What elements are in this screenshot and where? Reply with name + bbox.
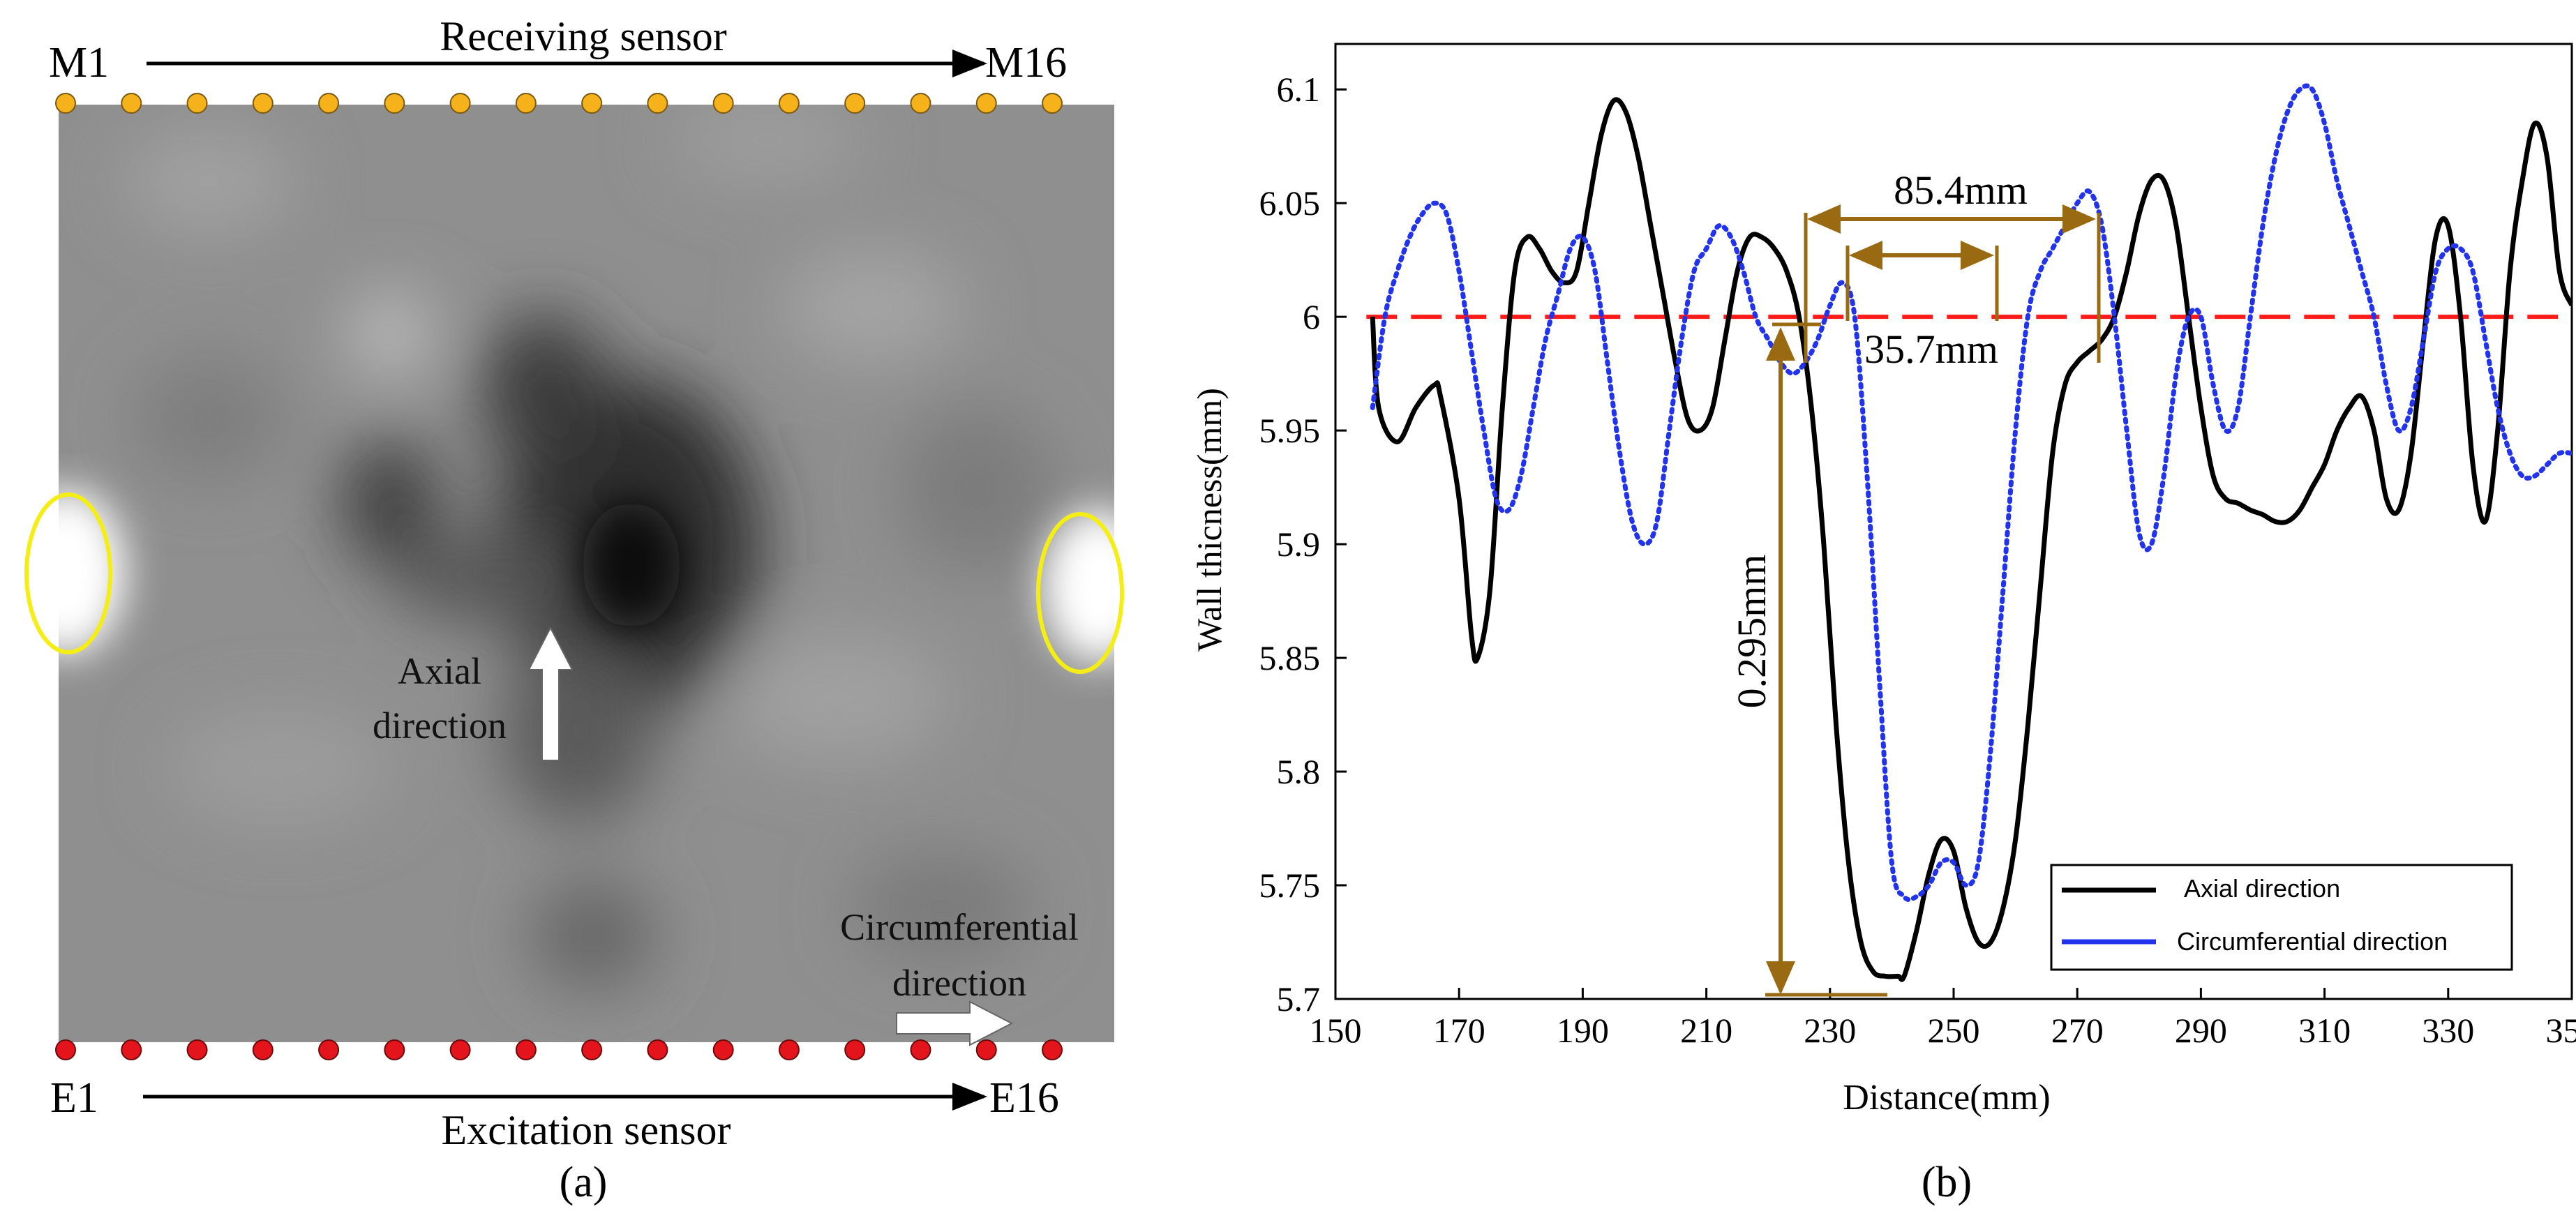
receiving-sensor-dot: [252, 93, 274, 114]
series-circumferential-direction-line: [1370, 83, 2572, 903]
receiving-sensor-dot: [318, 93, 340, 114]
excitation-sensor-dot: [55, 1039, 76, 1060]
receiving-sensor-dot: [712, 93, 734, 114]
circumferential-direction-arrow: [896, 1000, 1014, 1046]
y-tick-label: 5.75: [1259, 866, 1321, 905]
y-tick-label: 5.7: [1277, 979, 1321, 1018]
x-tick-label: 150: [1310, 1011, 1362, 1050]
excitation-sensor-dot: [384, 1039, 405, 1060]
receiving-sensor-dot: [1042, 93, 1063, 114]
annotation-width-outer-label: 85.4mm: [1894, 167, 2028, 213]
excitation-sensor-dot: [1042, 1039, 1063, 1060]
receiving-sensor-array: [55, 93, 1063, 114]
x-tick-label: 250: [1928, 1011, 1980, 1050]
y-tick-label: 6.1: [1277, 70, 1321, 109]
y-tick-label: 5.85: [1259, 638, 1321, 677]
x-tick-label: 270: [2051, 1011, 2104, 1050]
x-tick-label: 190: [1557, 1011, 1609, 1050]
x-tick-label: 170: [1433, 1011, 1485, 1050]
y-axis-label: Wall thicness(mm): [1190, 388, 1229, 652]
y-tick-label: 5.95: [1259, 411, 1321, 450]
excitation-sensor-dot: [712, 1039, 734, 1060]
right-highlight-ellipse: [1036, 512, 1124, 674]
receiving-sensor-dot: [449, 93, 471, 114]
y-tick-label: 6: [1303, 297, 1320, 336]
annotation-width-inner-label: 35.7mm: [1864, 326, 1998, 372]
defect-annotations: 85.4mm 35.7mm 0.295mm: [1729, 167, 2101, 997]
receiving-sensor-label: Receiving sensor: [440, 13, 727, 59]
panel-b: 150170190210230250270290310330350 5.75.7…: [1190, 43, 2576, 1206]
y-tick-label: 6.05: [1259, 183, 1321, 223]
panel-a: M1 Receiving sensor M16 E1 Excitation se…: [24, 13, 1124, 1206]
y-tick-label: 5.8: [1277, 752, 1321, 791]
excitation-sensor-dot: [581, 1039, 603, 1060]
receiving-sensor-dot: [844, 93, 866, 114]
legend-axial-label: Axial direction: [2184, 874, 2340, 903]
sensor-label-e1: E1: [50, 1074, 98, 1122]
y-axis-ticks: 5.7 5.75 5.8 5.85 5.9 5.95 6 6.05 6.1: [1259, 70, 1347, 1018]
x-tick-label: 230: [1804, 1011, 1856, 1050]
panel-a-caption: (a): [560, 1159, 608, 1206]
plot-area: [1334, 43, 2573, 1000]
x-tick-label: 350: [2546, 1011, 2576, 1050]
axial-label-line1: Axial: [398, 650, 481, 692]
axial-label-line2: direction: [373, 705, 507, 746]
excitation-sensor-array: [55, 1039, 1063, 1060]
panel-b-caption: (b): [1922, 1159, 1972, 1206]
x-tick-label: 330: [2422, 1011, 2474, 1050]
sensor-label-e16: E16: [989, 1074, 1059, 1122]
receiving-sensor-dot: [910, 93, 931, 114]
excitation-sensor-dot: [975, 1039, 997, 1060]
tomography-image: [59, 105, 1114, 1042]
receiving-sensor-dot: [55, 93, 76, 114]
excitation-sensor-dot: [318, 1039, 340, 1060]
excitation-sensor-label: Excitation sensor: [442, 1107, 731, 1153]
legend-box: [2050, 864, 2513, 971]
axial-direction-arrow: [527, 626, 574, 761]
annotation-depth-label: 0.295mm: [1729, 555, 1774, 709]
x-axis-label: Distance(mm): [1843, 1078, 2050, 1118]
x-tick-label: 290: [2175, 1011, 2227, 1050]
circumferential-label-line2: direction: [892, 962, 1026, 1004]
receiving-sensor-dot: [515, 93, 537, 114]
x-tick-label: 210: [1680, 1011, 1732, 1050]
receiving-sensor-dot: [121, 93, 142, 114]
receiving-sensor-dot: [778, 93, 800, 114]
x-axis-ticks: 150 170 190 210 230 250 270 290 310 330 350: [1310, 988, 2576, 1050]
receiving-sensor-dot: [581, 93, 603, 114]
x-tick-label: 310: [2298, 1011, 2351, 1050]
sensor-label-m16: M16: [985, 39, 1067, 87]
excitation-sensor-dot: [121, 1039, 142, 1060]
left-highlight-ellipse: [24, 493, 112, 654]
receiving-sensor-dot: [647, 93, 668, 114]
sensor-label-m1: M1: [49, 39, 109, 87]
excitation-sensor-dot: [252, 1039, 274, 1060]
excitation-sensor-dot: [910, 1039, 931, 1060]
receiving-sensor-dot: [186, 93, 208, 114]
circumferential-label-line1: Circumferential: [840, 906, 1079, 948]
excitation-sensor-dot: [647, 1039, 668, 1060]
excitation-sensor-dot: [515, 1039, 537, 1060]
receiving-sensor-dot: [975, 93, 997, 114]
receiving-sensor-dot: [384, 93, 405, 114]
excitation-sensor-dot: [844, 1039, 866, 1060]
excitation-sensor-dot: [449, 1039, 471, 1060]
series-axial-direction-line: [1370, 97, 2572, 982]
legend-circ-label: Circumferential direction: [2177, 927, 2448, 956]
legend: Axial direction Circumferential directio…: [2050, 864, 2513, 971]
excitation-sensor-dot: [186, 1039, 208, 1060]
y-tick-label: 5.9: [1277, 525, 1321, 564]
excitation-sensor-dot: [778, 1039, 800, 1060]
